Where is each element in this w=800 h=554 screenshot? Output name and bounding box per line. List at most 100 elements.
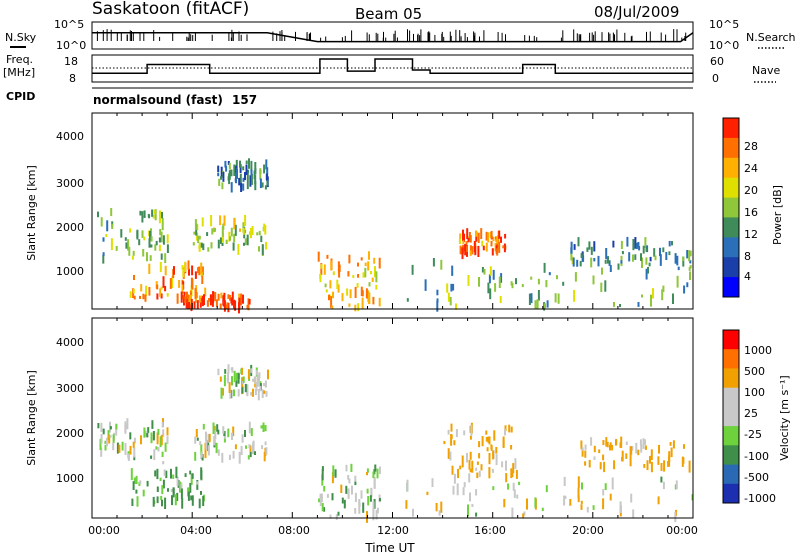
heatmap-cell <box>412 508 414 517</box>
heatmap-cell <box>158 211 161 224</box>
heatmap-cell <box>668 251 671 256</box>
heatmap-cell <box>193 301 196 309</box>
heatmap-cell <box>222 171 225 182</box>
heatmap-cell <box>499 295 502 304</box>
heatmap-cell <box>149 230 151 241</box>
heatmap-cell <box>674 253 677 264</box>
heatmap-cell <box>611 477 614 490</box>
heatmap-cell <box>106 220 109 232</box>
heatmap-cell <box>172 474 175 479</box>
colorbar-swatch <box>723 217 739 238</box>
heatmap-cell <box>226 377 229 381</box>
heatmap-cell <box>163 469 166 476</box>
heatmap-cell <box>237 243 240 255</box>
heatmap-cell <box>171 495 173 506</box>
heatmap-cell <box>457 468 460 479</box>
heatmap-cell <box>597 255 600 267</box>
heatmap-cell <box>219 303 222 309</box>
heatmap-cell <box>144 294 147 302</box>
heatmap-cell <box>176 492 179 501</box>
heatmap-cell <box>126 418 129 430</box>
heatmap-cell <box>242 177 245 182</box>
heatmap-cell <box>366 468 369 473</box>
heatmap-cell <box>604 483 607 490</box>
heatmap-cell <box>244 214 247 226</box>
velocity-heatmap <box>97 364 694 523</box>
heatmap-cell <box>136 229 139 240</box>
heatmap-cell <box>468 459 471 470</box>
heatmap-cell <box>224 160 227 168</box>
heatmap-cell <box>375 510 378 520</box>
heatmap-cell <box>198 498 201 509</box>
heatmap-cell <box>148 238 151 248</box>
heatmap-cell <box>214 228 216 232</box>
heatmap-cell <box>368 292 371 305</box>
heatmap-cell <box>195 429 198 438</box>
heatmap-cell <box>630 446 633 455</box>
heatmap-cell <box>482 245 485 251</box>
velocity-colorbar <box>723 330 739 504</box>
heatmap-cell <box>331 472 334 484</box>
heatmap-cell <box>238 451 241 464</box>
heatmap-cell <box>348 254 351 264</box>
heatmap-cell <box>150 455 153 459</box>
heatmap-cell <box>435 503 438 512</box>
heatmap-cell <box>375 284 378 290</box>
heatmap-cell <box>264 380 267 388</box>
heatmap-cell <box>235 159 238 169</box>
heatmap-cell <box>156 468 159 480</box>
heatmap-cell <box>581 482 583 490</box>
nsky-series-line <box>92 32 694 43</box>
heatmap-cell <box>225 165 228 172</box>
heatmap-cell <box>447 292 450 302</box>
heatmap-cell <box>166 293 169 297</box>
heatmap-cell <box>238 177 241 186</box>
heatmap-cell <box>477 232 480 243</box>
heatmap-cell <box>206 232 209 236</box>
heatmap-cell <box>659 247 661 257</box>
heatmap-cell <box>189 470 192 475</box>
heatmap-cell <box>120 229 123 238</box>
xtick-2000: 20:00 <box>572 524 604 537</box>
heatmap-cell <box>249 451 252 458</box>
heatmap-cell <box>606 441 609 448</box>
heatmap-cell <box>320 493 323 502</box>
heatmap-cell <box>202 423 205 430</box>
heatmap-cell <box>584 450 587 458</box>
heatmap-cell <box>241 367 243 375</box>
heatmap-cell <box>246 169 249 179</box>
heatmap-cell <box>638 246 641 251</box>
heatmap-cell <box>337 511 340 516</box>
heatmap-cell <box>686 250 689 259</box>
heatmap-cell <box>541 507 544 512</box>
nave-label: Nave <box>752 64 780 77</box>
heatmap-cell <box>496 248 499 256</box>
heatmap-cell <box>337 261 340 273</box>
heatmap-cell <box>210 242 213 249</box>
heatmap-cell <box>217 239 220 249</box>
heatmap-cell <box>250 169 253 176</box>
heatmap-cell <box>234 300 237 311</box>
heatmap-cell <box>469 250 472 256</box>
heatmap-cell <box>658 444 660 454</box>
heatmap-cell <box>196 437 199 441</box>
heatmap-cell <box>221 226 224 237</box>
heatmap-cell <box>688 266 691 271</box>
heatmap-cell <box>213 436 216 446</box>
heatmap-cell <box>487 232 490 243</box>
heatmap-cell <box>682 256 685 267</box>
heatmap-cell <box>325 289 328 293</box>
heatmap-cell <box>200 242 203 248</box>
heatmap-cell <box>449 451 452 461</box>
heatmap-cell <box>424 279 427 291</box>
heatmap-cell <box>200 262 203 275</box>
heatmap-cell <box>146 252 148 262</box>
colorbar-swatch <box>723 368 739 389</box>
velocity-cb-m25: -25 <box>744 428 762 441</box>
heatmap-cell <box>211 228 214 235</box>
heatmap-cell <box>233 164 236 176</box>
heatmap-cell <box>451 265 454 276</box>
heatmap-cell <box>154 209 157 221</box>
heatmap-cell <box>221 242 224 246</box>
heatmap-cell <box>115 423 118 430</box>
